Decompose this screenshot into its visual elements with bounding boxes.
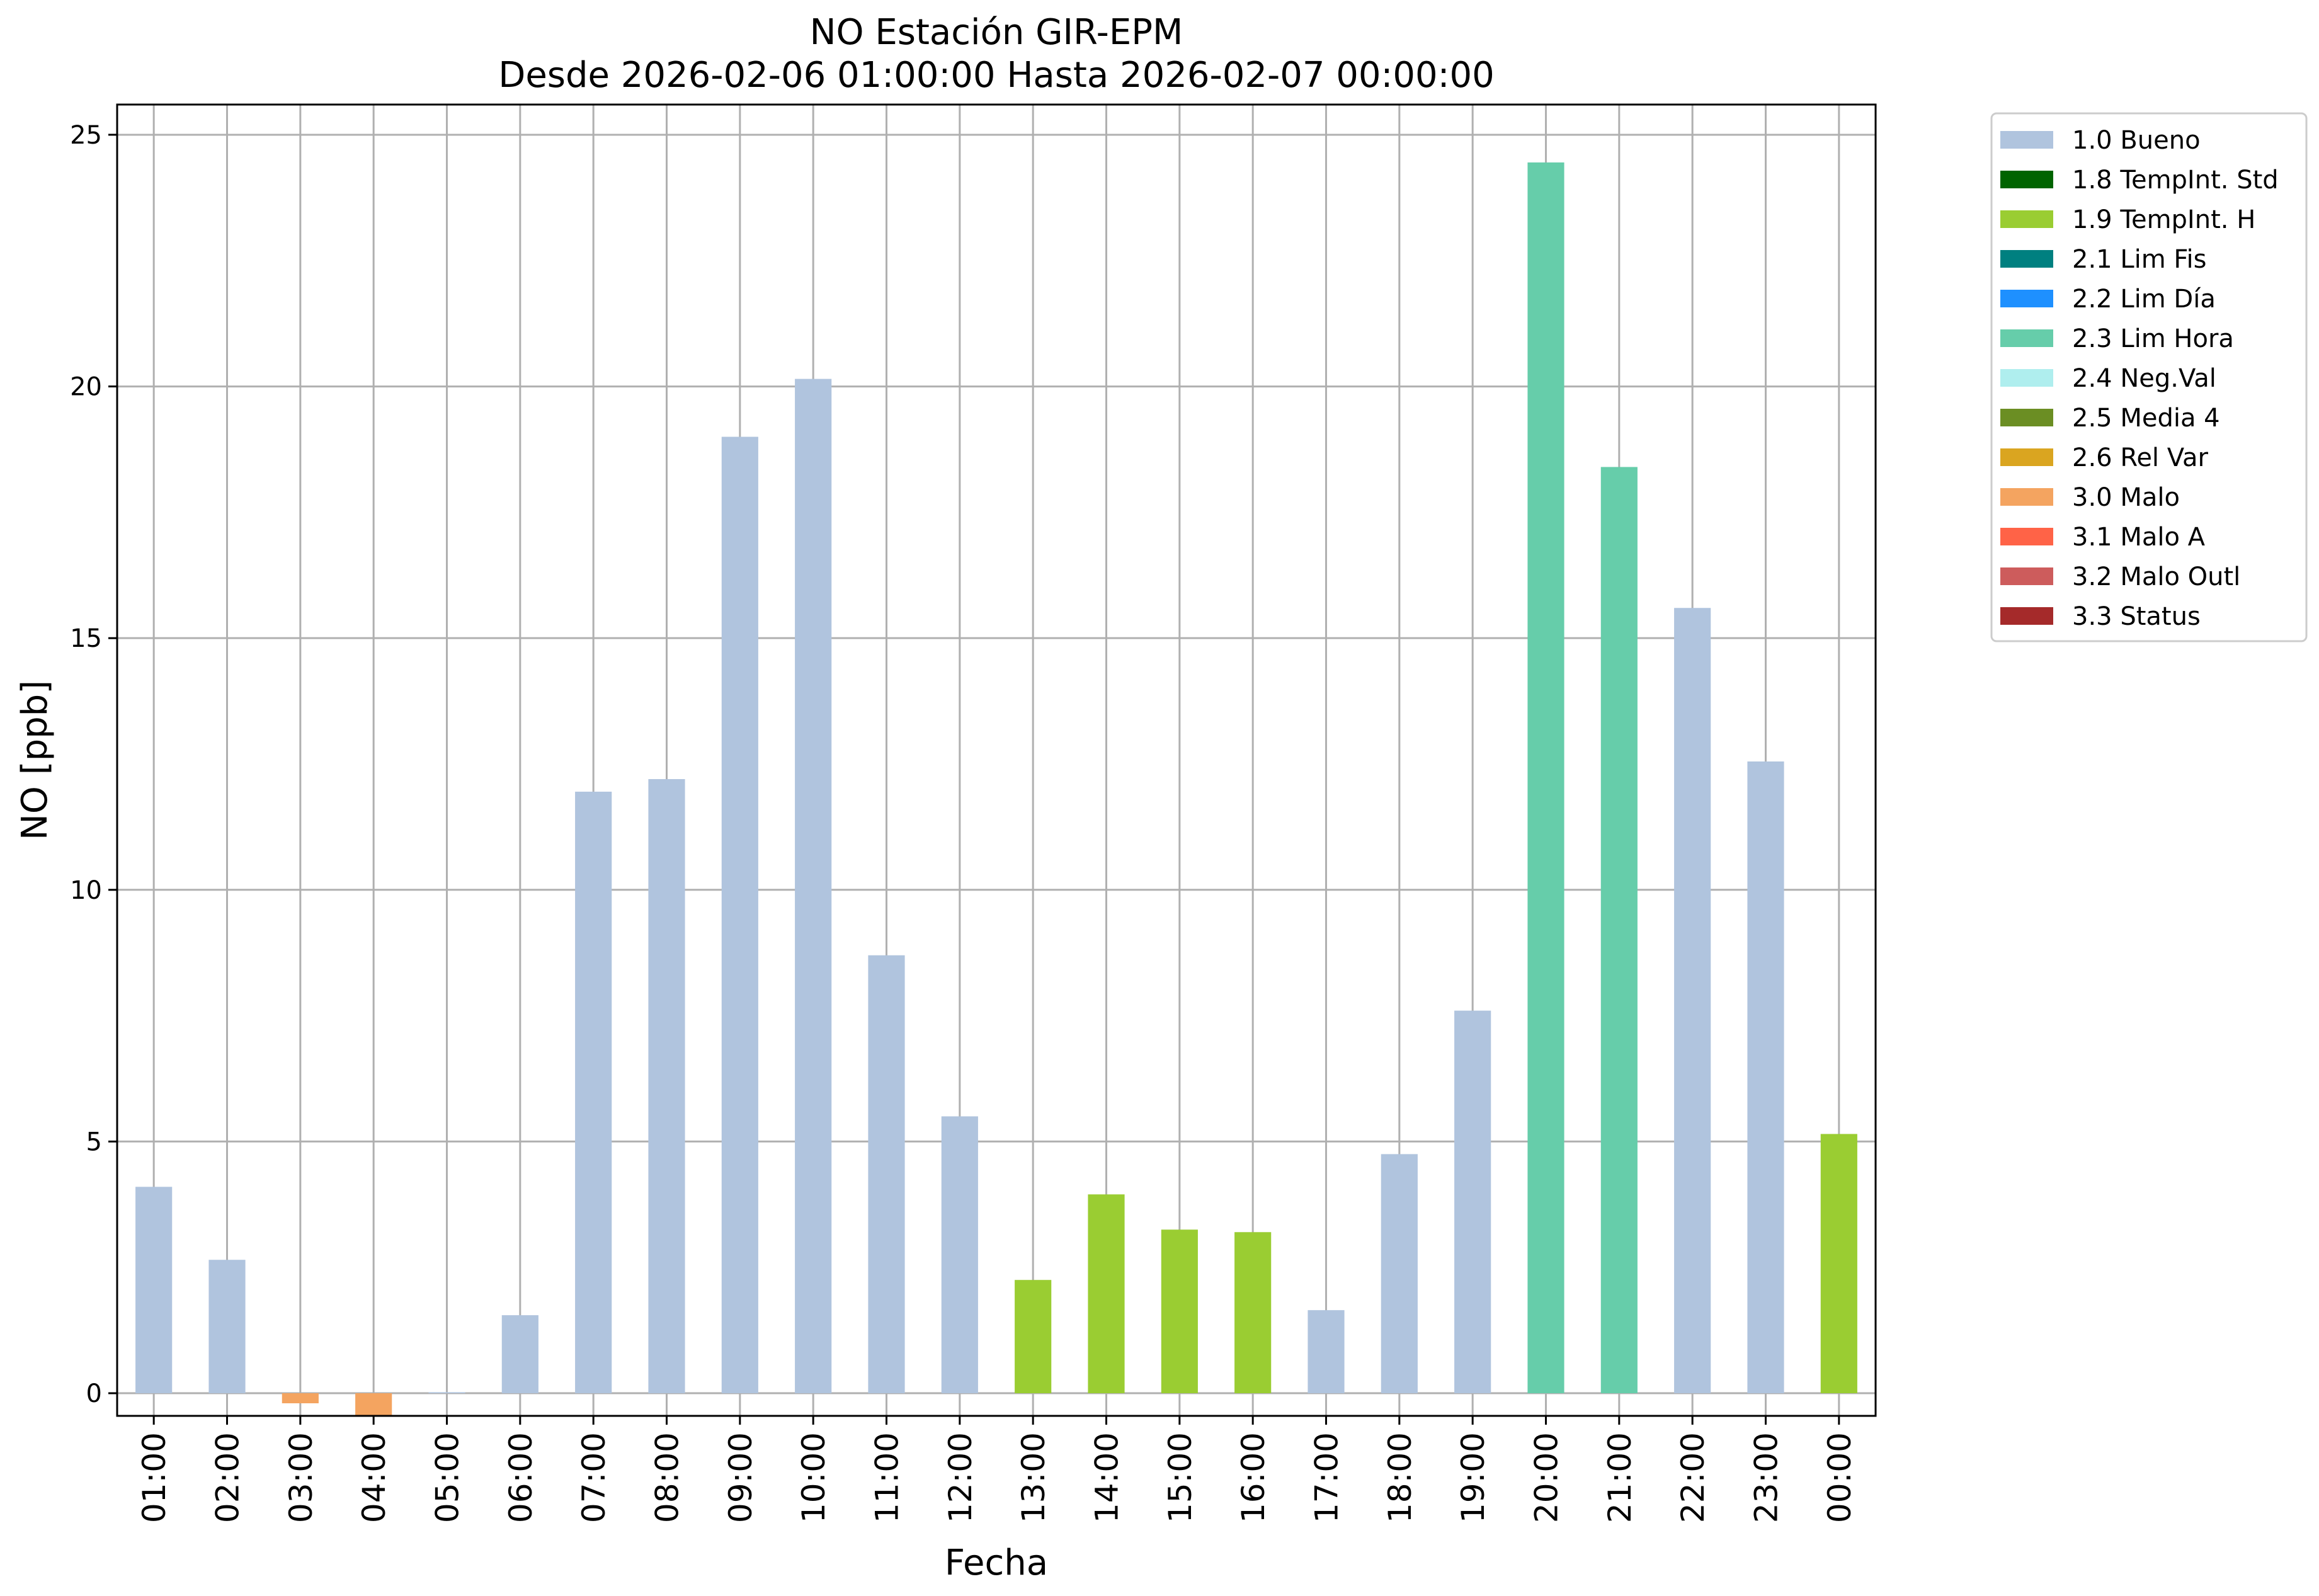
bar-1800 xyxy=(1381,1154,1418,1394)
bar-0400 xyxy=(355,1393,392,1416)
legend-swatch xyxy=(2000,567,2053,585)
bar-0700 xyxy=(575,791,612,1394)
bar-1600 xyxy=(1234,1232,1272,1394)
bar-0500 xyxy=(428,1392,465,1394)
legend-label: 2.5 Media 4 xyxy=(2072,404,2220,433)
legend-label: 3.0 Malo xyxy=(2072,483,2180,512)
legend-swatch xyxy=(2000,250,2053,268)
legend-swatch xyxy=(2000,369,2053,387)
legend-box xyxy=(1990,112,2308,642)
bar-1200 xyxy=(941,1116,978,1394)
x-tick-label: 20:00 xyxy=(1529,1432,1565,1523)
bar-0600 xyxy=(501,1315,538,1394)
x-axis-label: Fecha xyxy=(945,1542,1048,1583)
bar-0000 xyxy=(1820,1134,1857,1394)
bar-1900 xyxy=(1454,1010,1491,1394)
bar-0200 xyxy=(208,1260,246,1394)
legend-swatch xyxy=(2000,607,2053,625)
legend-swatch xyxy=(2000,528,2053,545)
legend-label: 2.2 Lim Día xyxy=(2072,285,2216,314)
y-axis-label: NO [ppb] xyxy=(14,680,55,840)
y-tick-label: 0 xyxy=(86,1379,102,1408)
bar-0900 xyxy=(721,436,758,1394)
x-tick-label: 00:00 xyxy=(1821,1432,1858,1523)
x-tick-label: 17:00 xyxy=(1309,1432,1345,1523)
bars xyxy=(135,162,1857,1416)
legend-label: 3.3 Status xyxy=(2072,602,2201,631)
bar-0300 xyxy=(282,1393,319,1404)
legend-label: 1.0 Bueno xyxy=(2072,126,2201,155)
legend-label: 1.9 TempInt. H xyxy=(2072,205,2255,234)
x-tick-label: 14:00 xyxy=(1089,1432,1125,1523)
bar-0100 xyxy=(135,1187,173,1394)
chart-title: NO Estación GIR-EPM xyxy=(810,12,1183,53)
bar-1100 xyxy=(868,955,905,1394)
bar-2000 xyxy=(1527,162,1564,1394)
legend: 1.0 Bueno 1.8 TempInt. Std 1.9 TempInt. H 2… xyxy=(1990,112,2308,642)
legend-swatch xyxy=(2000,290,2053,307)
x-tick-label: 08:00 xyxy=(649,1432,686,1523)
plot-frame xyxy=(116,103,1877,1417)
x-tick-label: 05:00 xyxy=(430,1432,466,1523)
legend-swatch xyxy=(2000,448,2053,466)
bar-1300 xyxy=(1015,1280,1052,1394)
y-tick-label: 5 xyxy=(86,1127,102,1156)
y-tick-label: 15 xyxy=(70,624,102,653)
y-tick-label: 10 xyxy=(70,876,102,905)
x-tick-label: 18:00 xyxy=(1382,1432,1418,1523)
bar-1400 xyxy=(1088,1194,1125,1394)
x-tick-label: 01:00 xyxy=(136,1432,173,1523)
bar-2300 xyxy=(1747,761,1784,1394)
legend-swatch xyxy=(2000,131,2053,149)
bar-2200 xyxy=(1674,608,1711,1394)
bar-1500 xyxy=(1161,1229,1198,1394)
x-tick-label: 13:00 xyxy=(1015,1432,1052,1523)
bar-2100 xyxy=(1600,467,1638,1394)
x-tick-label: 23:00 xyxy=(1748,1432,1785,1523)
chart-subtitle: Desde 2026-02-06 01:00:00 Hasta 2026-02-… xyxy=(498,55,1495,96)
x-tick-label: 07:00 xyxy=(576,1432,612,1523)
legend-swatch xyxy=(2000,210,2053,228)
bar-1000 xyxy=(795,379,832,1394)
x-tick-label: 22:00 xyxy=(1675,1432,1711,1523)
bar-1700 xyxy=(1308,1310,1345,1394)
legend-label: 3.1 Malo A xyxy=(2072,523,2206,552)
x-axis-ticks: 01:00 02:00 03:00 04:00 05:00 06:00 07:00 08:00… xyxy=(136,1416,1858,1523)
x-tick-label: 21:00 xyxy=(1602,1432,1638,1523)
x-tick-label: 16:00 xyxy=(1235,1432,1272,1523)
x-tick-label: 10:00 xyxy=(795,1432,832,1523)
legend-swatch xyxy=(2000,329,2053,347)
x-tick-label: 12:00 xyxy=(942,1432,979,1523)
x-tick-label: 09:00 xyxy=(722,1432,759,1523)
legend-swatch xyxy=(2000,488,2053,506)
x-tick-label: 04:00 xyxy=(356,1432,392,1523)
legend-label: 2.4 Neg.Val xyxy=(2072,364,2216,393)
x-tick-label: 02:00 xyxy=(210,1432,246,1523)
x-tick-label: 11:00 xyxy=(869,1432,906,1523)
bar-0800 xyxy=(648,778,685,1394)
y-tick-label: 20 xyxy=(70,373,102,402)
legend-label: 2.6 Rel Var xyxy=(2072,443,2209,472)
legend-swatch xyxy=(2000,409,2053,426)
y-axis-ticks: 0 5 10 15 20 25 xyxy=(70,121,117,1408)
legend-swatch xyxy=(2000,171,2053,188)
legend-label: 2.3 Lim Hora xyxy=(2072,324,2234,353)
legend-label: 2.1 Lim Fis xyxy=(2072,245,2206,274)
x-tick-label: 06:00 xyxy=(503,1432,539,1523)
y-tick-label: 25 xyxy=(70,121,102,150)
x-tick-label: 15:00 xyxy=(1162,1432,1199,1523)
x-tick-label: 19:00 xyxy=(1455,1432,1491,1523)
x-tick-label: 03:00 xyxy=(283,1432,319,1523)
legend-label: 3.2 Malo Outl xyxy=(2072,562,2240,591)
legend-label: 1.8 TempInt. Std xyxy=(2072,166,2279,195)
